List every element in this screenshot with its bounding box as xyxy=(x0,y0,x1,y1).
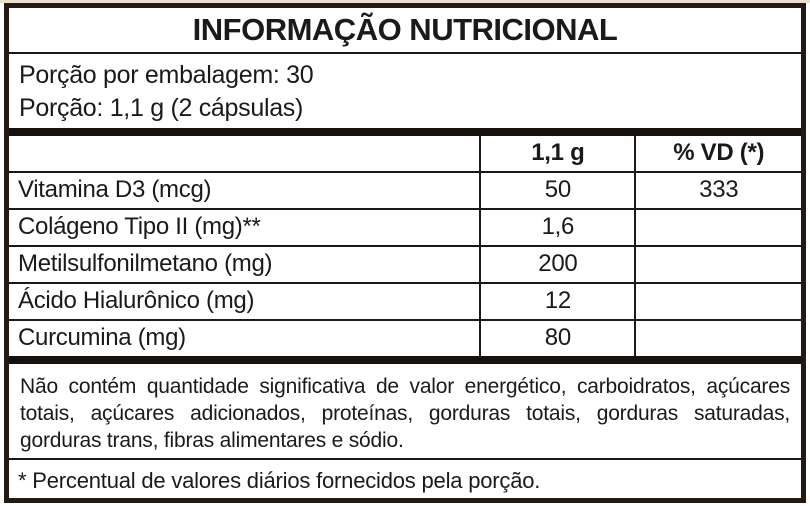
nutrient-amount: 200 xyxy=(479,246,636,283)
nutrient-amount: 1,6 xyxy=(479,209,636,246)
nutrient-daily-value: 333 xyxy=(634,172,801,209)
footnote: * Percentual de valores diários fornecid… xyxy=(18,468,541,493)
header-amount-per-serving: 1,1 g xyxy=(479,136,636,172)
thick-divider-top xyxy=(9,128,801,136)
nutrient-daily-value xyxy=(634,283,801,320)
servings-per-package: Porção por embalagem: 30 xyxy=(19,61,314,89)
nutrient-daily-value xyxy=(634,209,801,246)
nutrient-amount: 80 xyxy=(479,320,636,356)
nutrient-name: Metilsulfonilmetano (mg) xyxy=(18,250,273,277)
thick-divider-bottom xyxy=(9,356,801,364)
nutrient-name: Vitamina D3 (mcg) xyxy=(18,176,212,203)
table-row: Ácido Hialurônico (mg) 12 xyxy=(9,283,801,320)
nutrient-amount: 50 xyxy=(479,172,636,209)
footnote-divider xyxy=(9,458,801,460)
significance-note: Não contém quantidade significativa de v… xyxy=(20,375,790,452)
table-row: Vitamina D3 (mcg) 50 333 xyxy=(9,172,801,209)
table-header-row: 1,1 g % VD (*) xyxy=(9,136,801,172)
nutrient-name: Colágeno Tipo II (mg)** xyxy=(18,213,261,240)
nutrition-table: 1,1 g % VD (*) Vitamina D3 (mcg) 50 333 … xyxy=(9,136,801,356)
nutrient-name: Ácido Hialurônico (mg) xyxy=(18,287,255,314)
nutrient-name: Curcumina (mg) xyxy=(18,324,186,351)
table-row: Metilsulfonilmetano (mg) 200 xyxy=(9,246,801,283)
header-nutrient xyxy=(9,136,480,172)
table-row: Curcumina (mg) 80 xyxy=(9,320,801,356)
nutrient-amount: 12 xyxy=(479,283,636,320)
serving-size: Porção: 1,1 g (2 cápsulas) xyxy=(19,94,304,122)
nutrition-label: INFORMAÇÃO NUTRICIONAL Porção por embala… xyxy=(4,3,806,503)
nutrient-daily-value xyxy=(634,246,801,283)
serving-info: Porção por embalagem: 30 Porção: 1,1 g (… xyxy=(9,54,801,128)
header-daily-value-percent: % VD (*) xyxy=(634,136,801,172)
label-title: INFORMAÇÃO NUTRICIONAL xyxy=(9,8,801,54)
table-row: Colágeno Tipo II (mg)** 1,6 xyxy=(9,209,801,246)
nutrient-daily-value xyxy=(634,320,801,356)
